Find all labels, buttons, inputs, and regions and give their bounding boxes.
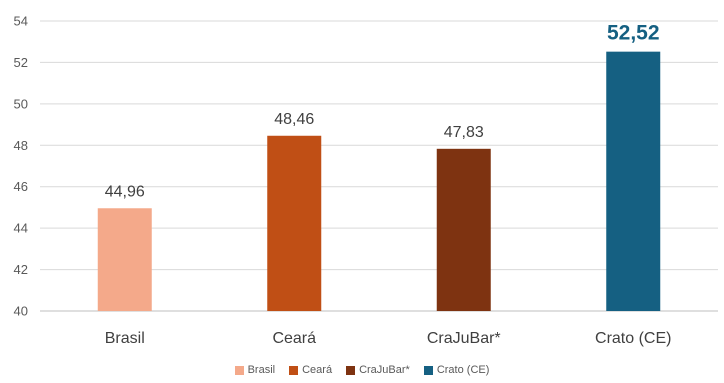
bar-0 (97, 208, 152, 311)
legend-swatch-ceara (289, 365, 299, 375)
bar-3 (606, 51, 661, 312)
legend-label-crato: Crato (CE) (436, 364, 490, 376)
y-tick-label: 46 (14, 179, 28, 194)
y-tick-label: 50 (14, 96, 28, 111)
category-label-0: Brasil (105, 330, 145, 347)
legend-item-ceara: Ceará (289, 364, 332, 376)
data-label-0: 44,96 (105, 183, 145, 200)
data-label-3: 52,52 (607, 22, 660, 45)
legend-item-crajubar: CraJuBar* (346, 364, 410, 376)
legend-item-crato: Crato (CE) (423, 364, 490, 376)
legend: Brasil Ceará CraJuBar* Crato (CE) (0, 364, 724, 376)
data-labels: 44,96 48,46 47,83 52,52 (105, 22, 660, 201)
category-label-3: Crato (CE) (595, 330, 671, 347)
legend-label-brasil: Brasil (247, 364, 276, 376)
legend-swatch-brasil (234, 365, 244, 375)
bars (97, 51, 661, 312)
data-label-1: 48,46 (274, 111, 314, 128)
legend-label-ceara: Ceará (302, 364, 333, 376)
legend-swatch-crajubar (346, 365, 356, 375)
legend-label-crajubar: CraJuBar* (359, 364, 410, 376)
legend-item-brasil: Brasil (234, 364, 276, 376)
bar-2 (436, 148, 491, 311)
y-tick-label: 44 (14, 221, 28, 236)
y-tick-label: 48 (14, 138, 28, 153)
y-tick-label: 42 (14, 262, 28, 277)
legend-swatch-crato (423, 365, 433, 375)
y-tick-label: 54 (14, 14, 28, 29)
y-axis-ticks: 40 42 44 46 48 50 52 54 (14, 14, 28, 319)
data-label-2: 47,83 (444, 124, 484, 141)
category-labels: Brasil Ceará CraJuBar* Crato (CE) (105, 330, 672, 347)
y-tick-label: 40 (14, 304, 28, 319)
bar-chart: 40 42 44 46 48 50 52 54 44,96 48,46 47,83 52,52 Br… (14, 14, 718, 347)
category-label-2: CraJuBar* (427, 330, 501, 347)
y-tick-label: 52 (14, 55, 28, 70)
bar-1 (267, 135, 322, 311)
category-label-1: Ceará (272, 330, 316, 347)
gridlines (40, 20, 718, 312)
